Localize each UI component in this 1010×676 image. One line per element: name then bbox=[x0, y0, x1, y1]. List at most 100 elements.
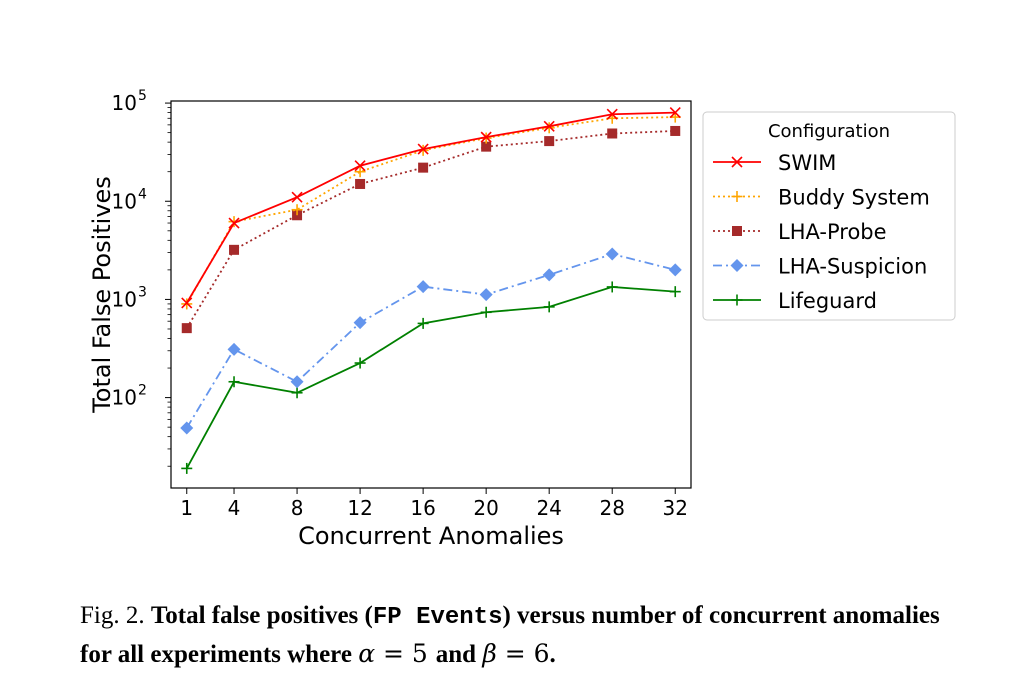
data-point-swim bbox=[480, 131, 492, 143]
caption-label: Fig. 2. bbox=[80, 602, 145, 629]
data-point-lha-suspicion bbox=[416, 280, 430, 294]
data-point-swim bbox=[291, 191, 303, 203]
data-point-swim bbox=[669, 107, 681, 119]
legend-item-lifeguard: Lifeguard bbox=[713, 289, 877, 313]
data-point-lifeguard bbox=[669, 286, 681, 298]
data-point-lha-suspicion bbox=[479, 288, 493, 302]
caption-text-2: ) versus number of concurrent anomalies … bbox=[80, 602, 940, 668]
series-line-lha-suspicion bbox=[185, 253, 676, 429]
x-tick-label: 32 bbox=[663, 496, 688, 520]
data-point-lifeguard bbox=[181, 462, 193, 474]
series-line-swim bbox=[185, 111, 676, 304]
legend-item-lha-probe: LHA-Probe bbox=[713, 220, 887, 244]
series-line-lha-probe bbox=[185, 130, 676, 329]
legend-item-swim: SWIM bbox=[713, 151, 836, 175]
legend-item-lha-suspicion: LHA-Suspicion bbox=[713, 255, 927, 279]
caption-end: . bbox=[549, 641, 556, 668]
y-tick-exponent: 4 bbox=[138, 186, 147, 202]
data-point-lha-suspicion bbox=[353, 316, 367, 330]
data-point-lifeguard bbox=[291, 387, 303, 399]
caption-beta: β bbox=[482, 639, 497, 668]
y-tick-label: 10 bbox=[112, 386, 137, 410]
y-axis-label: Total False Positives bbox=[88, 176, 116, 414]
caption-alpha: α bbox=[358, 639, 376, 668]
data-point-lha-probe bbox=[607, 128, 618, 139]
x-tick-label: 20 bbox=[473, 496, 498, 520]
y-tick-label: 10 bbox=[112, 287, 137, 311]
caption-and: and bbox=[435, 641, 477, 668]
x-tick-label: 8 bbox=[291, 496, 304, 520]
data-point-lha-suspicion bbox=[290, 375, 304, 389]
data-point-lha-suspicion bbox=[542, 268, 556, 282]
series-lha-suspicion bbox=[180, 247, 682, 435]
data-point-lifeguard bbox=[354, 357, 366, 369]
plot-frame bbox=[170, 100, 692, 489]
legend-label: SWIM bbox=[778, 151, 836, 175]
legend-marker bbox=[732, 226, 742, 236]
figure-caption: Fig. 2. Total false positives (FP Events… bbox=[80, 598, 970, 673]
data-point-lha-suspicion bbox=[227, 342, 241, 356]
data-point-lifeguard bbox=[417, 317, 429, 329]
legend-label: Lifeguard bbox=[778, 289, 877, 313]
data-point-buddy-system bbox=[291, 204, 303, 216]
x-tick-label: 24 bbox=[536, 496, 561, 520]
x-axis-label: Concurrent Anomalies bbox=[298, 522, 564, 550]
data-point-lha-probe bbox=[229, 244, 240, 255]
legend-label: LHA-Suspicion bbox=[778, 255, 927, 279]
y-tick-exponent: 5 bbox=[138, 88, 147, 104]
series-group bbox=[180, 107, 682, 474]
legend-label: LHA-Probe bbox=[778, 220, 887, 244]
series-lifeguard bbox=[181, 281, 681, 474]
data-point-lha-probe bbox=[418, 162, 429, 173]
data-point-swim bbox=[543, 120, 555, 132]
data-point-lha-probe bbox=[481, 141, 492, 152]
legend-box bbox=[702, 111, 956, 321]
legend-marker bbox=[731, 191, 743, 202]
legend-label: Buddy System bbox=[778, 186, 930, 210]
legend-title: Configuration bbox=[768, 121, 890, 142]
data-point-lha-probe bbox=[181, 323, 192, 334]
data-point-lha-probe bbox=[670, 125, 681, 136]
data-point-lha-probe bbox=[292, 210, 303, 221]
data-point-swim bbox=[181, 297, 193, 309]
caption-eq2: = 6 bbox=[496, 639, 550, 668]
data-point-swim bbox=[417, 143, 429, 155]
y-tick-label: 10 bbox=[112, 91, 137, 115]
caption-code: FP Events bbox=[372, 604, 503, 631]
data-point-lifeguard bbox=[228, 376, 240, 388]
data-point-swim bbox=[606, 108, 618, 120]
data-point-lifeguard bbox=[606, 281, 618, 293]
series-swim bbox=[181, 107, 681, 309]
data-point-lha-suspicion bbox=[605, 247, 619, 261]
legend-item-buddy-system: Buddy System bbox=[713, 186, 930, 210]
data-point-lha-suspicion bbox=[180, 421, 194, 435]
legend-marker bbox=[730, 259, 744, 272]
data-point-lha-probe bbox=[544, 136, 555, 147]
x-tick-label: 1 bbox=[180, 496, 193, 520]
series-buddy-system bbox=[181, 111, 681, 310]
x-tick-label: 12 bbox=[347, 496, 372, 520]
caption-eq1: = 5 bbox=[375, 639, 436, 668]
data-point-lha-probe bbox=[355, 178, 366, 189]
series-lha-probe bbox=[181, 125, 681, 334]
x-tick-label: 16 bbox=[410, 496, 435, 520]
caption-text-1: Total false positives ( bbox=[150, 602, 373, 629]
x-tick-label: 4 bbox=[228, 496, 241, 520]
legend-marker bbox=[731, 156, 743, 168]
y-tick-label: 10 bbox=[112, 189, 137, 213]
data-point-buddy-system bbox=[354, 166, 366, 178]
data-point-lha-suspicion bbox=[668, 263, 682, 277]
x-tick-label: 28 bbox=[599, 496, 624, 520]
data-point-swim bbox=[354, 160, 366, 172]
data-point-lifeguard bbox=[480, 306, 492, 318]
series-line-buddy-system bbox=[185, 116, 676, 305]
data-point-swim bbox=[228, 217, 240, 229]
y-tick-exponent: 3 bbox=[138, 284, 147, 300]
legend: Configuration SWIM Buddy System LHA-Probe LH… bbox=[702, 111, 956, 321]
series-line-lifeguard bbox=[185, 286, 676, 469]
data-point-lifeguard bbox=[543, 301, 555, 313]
legend-marker bbox=[731, 294, 743, 306]
y-tick-exponent: 2 bbox=[138, 383, 147, 399]
